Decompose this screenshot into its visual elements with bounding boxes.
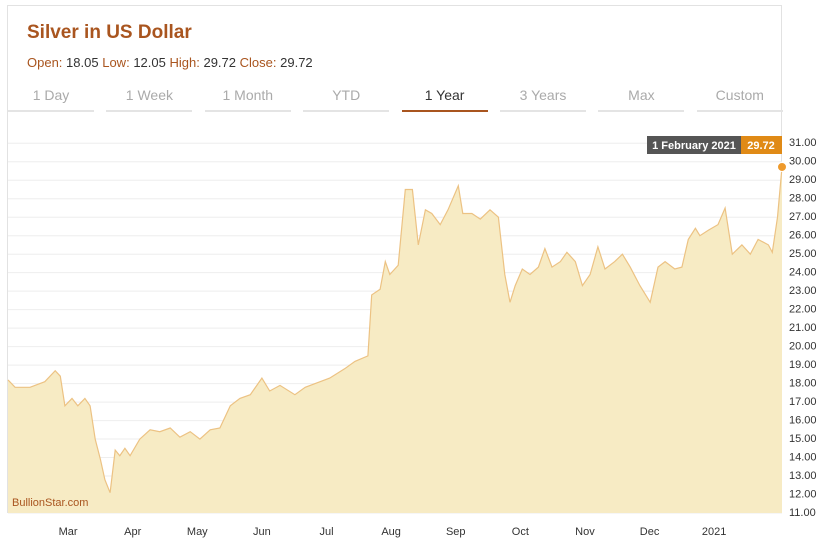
tab[interactable]: 3 Years xyxy=(500,84,586,112)
stat-value: 29.72 xyxy=(203,55,237,70)
x-tick-label: May xyxy=(187,526,208,538)
stat-value: 18.05 xyxy=(66,55,99,70)
y-tick-label: 27.00 xyxy=(789,211,817,223)
x-tick-label: Mar xyxy=(59,526,78,538)
stat-label: Close: xyxy=(239,55,277,70)
y-tick-label: 26.00 xyxy=(789,230,817,242)
watermark: BullionStar.com xyxy=(12,497,88,509)
title: Silver in US Dollar xyxy=(27,22,192,43)
stat-label: Open: xyxy=(27,55,63,70)
tab[interactable]: Custom xyxy=(696,84,783,112)
y-tick-label: 19.00 xyxy=(789,359,817,371)
x-tick-label: Apr xyxy=(124,526,141,538)
x-tick-label: Jul xyxy=(319,526,333,538)
tab[interactable]: 1 Week xyxy=(106,84,193,112)
y-tick-label: 22.00 xyxy=(789,304,817,316)
y-tick-label: 17.00 xyxy=(789,396,817,408)
x-tick-label: Jun xyxy=(253,526,271,538)
y-tick-label: 25.00 xyxy=(789,248,817,260)
y-tick-label: 13.00 xyxy=(789,470,817,482)
tab[interactable]: 1 Month xyxy=(204,84,291,112)
stats: Open: 18.05 Low: 12.05 High: 29.72 Close… xyxy=(27,55,313,70)
y-tick-label: 14.00 xyxy=(789,451,817,463)
y-tick-label: 16.00 xyxy=(789,414,817,426)
x-tick-label: Aug xyxy=(381,526,401,538)
tooltip-date: 1 February 2021 xyxy=(652,140,736,152)
x-tick-label: 2021 xyxy=(702,526,726,538)
y-tick-label: 15.00 xyxy=(789,433,817,445)
tab[interactable]: 1 Day xyxy=(8,84,94,112)
stat-label: Low: xyxy=(102,55,130,70)
tab[interactable]: YTD xyxy=(303,84,390,112)
tabs: 1 Day 1 Week 1 Month YTD 1 Year 3 Years Max Cus… xyxy=(8,84,783,112)
x-tick-label: Nov xyxy=(575,526,595,538)
y-tick-label: 21.00 xyxy=(789,322,817,334)
tooltip-date-box xyxy=(647,136,741,154)
y-tick-label: 28.00 xyxy=(789,193,817,205)
stat-label: High: xyxy=(169,55,200,70)
y-tick-label: 12.00 xyxy=(789,488,817,500)
y-tick-label: 23.00 xyxy=(789,285,817,297)
tab[interactable]: 1 Year xyxy=(401,84,488,112)
x-tick-label: Oct xyxy=(512,526,529,538)
last-point xyxy=(777,161,787,172)
tab[interactable]: Max xyxy=(598,84,685,112)
tooltip-value: 29.72 xyxy=(747,140,775,152)
y-tick-label: 24.00 xyxy=(789,267,817,279)
line xyxy=(7,166,783,493)
x-tick-label: Dec xyxy=(640,526,660,538)
y-tick-label: 11.00 xyxy=(789,507,816,519)
x-tick-label: Sep xyxy=(446,526,466,538)
y-tick-label: 20.00 xyxy=(789,341,817,353)
y-tick-label: 18.00 xyxy=(789,378,817,390)
stat-value: 29.72 xyxy=(280,55,313,70)
y-tick-label: 31.00 xyxy=(789,137,817,149)
tooltip-value-box xyxy=(741,136,782,154)
area xyxy=(8,166,782,513)
y-tick-label: 30.00 xyxy=(789,156,817,168)
stat-value: 12.05 xyxy=(133,55,166,70)
y-tick-label: 29.00 xyxy=(789,174,817,186)
